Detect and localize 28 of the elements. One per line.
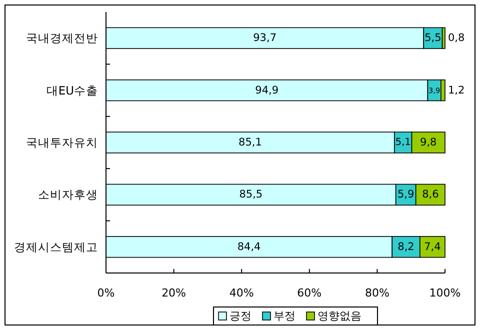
legend-label: 긍정 <box>230 310 252 322</box>
x-tick-label: 100% <box>429 286 461 300</box>
data-label: 9,8 <box>420 136 437 148</box>
data-label: 8,2 <box>398 240 414 253</box>
data-label: 85,5 <box>239 188 263 201</box>
legend-label: 부정 <box>274 310 296 322</box>
y-tick-label: 국내경제전반 <box>26 31 98 46</box>
legend-label: 영향없음 <box>318 310 362 322</box>
data-label: 5,9 <box>397 188 414 201</box>
y-tick-label: 국내투자유치 <box>26 136 98 150</box>
x-tick-label: 0% <box>97 286 115 300</box>
data-label: 8,6 <box>422 188 440 201</box>
data-label: 84,4 <box>237 240 262 253</box>
x-tick-label: 60% <box>297 286 322 300</box>
data-label: 1,2 <box>448 84 465 96</box>
data-label: 94,9 <box>255 84 279 96</box>
data-label: 5,1 <box>395 137 411 148</box>
data-label: 5,5 <box>424 32 442 44</box>
x-tick-label: 40% <box>229 286 254 300</box>
y-tick-label: 대EU수출 <box>46 83 98 98</box>
x-tick-label: 20% <box>162 286 186 300</box>
y-tick-label: 경제시스템제고 <box>14 240 98 254</box>
y-tick-label: 소비자후생 <box>38 188 98 202</box>
data-label: 7,4 <box>424 240 442 253</box>
data-label: 85,1 <box>238 136 262 148</box>
data-label: 93,7 <box>253 32 277 44</box>
x-tick-label: 80% <box>364 286 390 300</box>
data-label: 0,8 <box>448 32 465 44</box>
